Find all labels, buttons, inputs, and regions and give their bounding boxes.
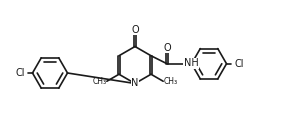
Text: CH₃: CH₃: [92, 77, 107, 86]
Text: O: O: [131, 25, 139, 35]
Text: N: N: [131, 78, 139, 88]
Text: Cl: Cl: [234, 59, 244, 69]
Text: NH: NH: [184, 58, 198, 68]
Text: O: O: [163, 43, 171, 53]
Text: Cl: Cl: [15, 68, 25, 78]
Text: CH₃: CH₃: [163, 77, 177, 86]
